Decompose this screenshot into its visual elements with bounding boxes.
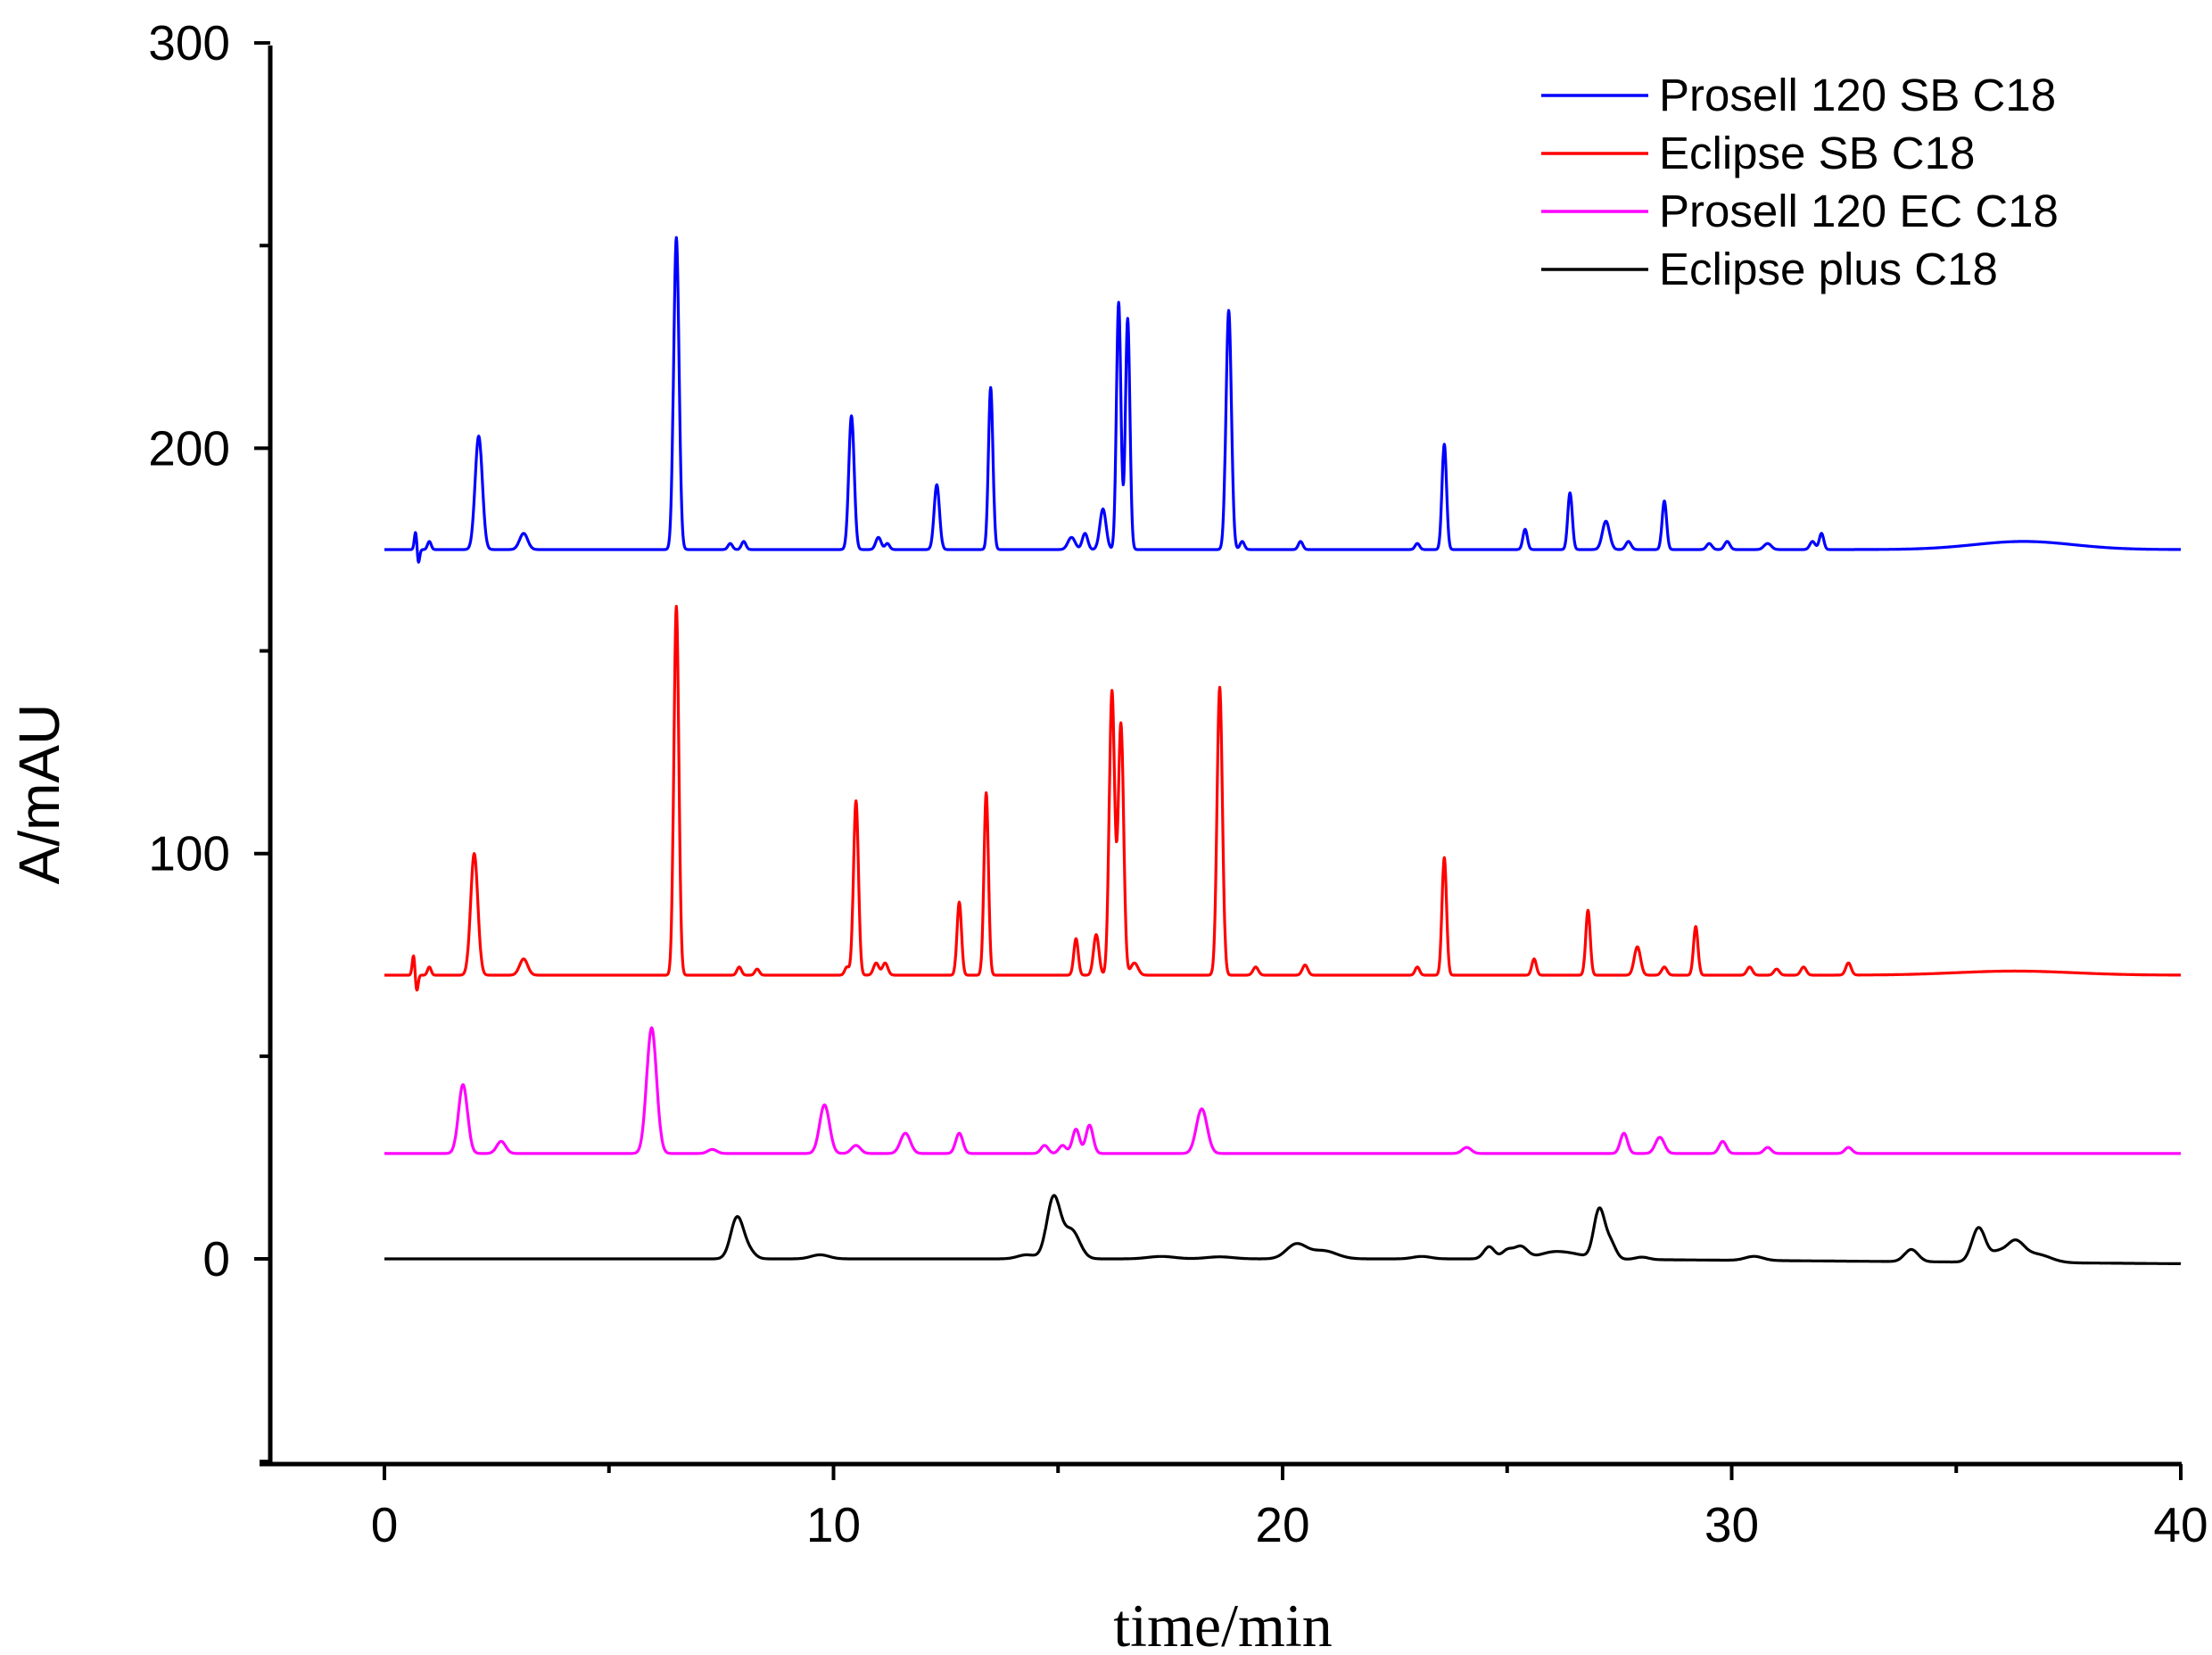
traces-layer [383, 236, 2183, 1266]
x-tick-label: 20 [1255, 1497, 1309, 1552]
legend-label-prosell-ec: Prosell 120 EC C18 [1659, 186, 2059, 236]
trace-prosell-ec [383, 1026, 2183, 1155]
y-axis-label: A/mAU [7, 704, 71, 885]
y-tick-label: 300 [148, 15, 230, 70]
x-tick-label: 40 [2153, 1497, 2208, 1552]
legend-label-eclipse-sb: Eclipse SB C18 [1659, 128, 1975, 178]
x-tick-label: 30 [1704, 1497, 1759, 1552]
trace-eclipse-plus [383, 1194, 2183, 1266]
legend-label-prosell-sb: Prosell 120 SB C18 [1659, 70, 2056, 120]
trace-eclipse-sb [383, 605, 2183, 992]
x-tick-label: 0 [371, 1497, 399, 1552]
x-ticks-layer: 0 10 20 30 40 [371, 1464, 2208, 1552]
trace-prosell-sb [383, 236, 2183, 564]
y-ticks-layer: 0 100 200 300 [148, 15, 270, 1464]
x-axis-label: time/min [1113, 1592, 1333, 1655]
y-tick-label: 0 [202, 1231, 230, 1287]
x-tick-label: 10 [806, 1497, 861, 1552]
y-tick-label: 100 [148, 826, 230, 881]
legend-label-eclipse-plus: Eclipse plus C18 [1659, 244, 1998, 294]
y-tick-label: 200 [148, 420, 230, 476]
legend: Prosell 120 SB C18 Eclipse SB C18 Prosel… [1541, 70, 2059, 294]
